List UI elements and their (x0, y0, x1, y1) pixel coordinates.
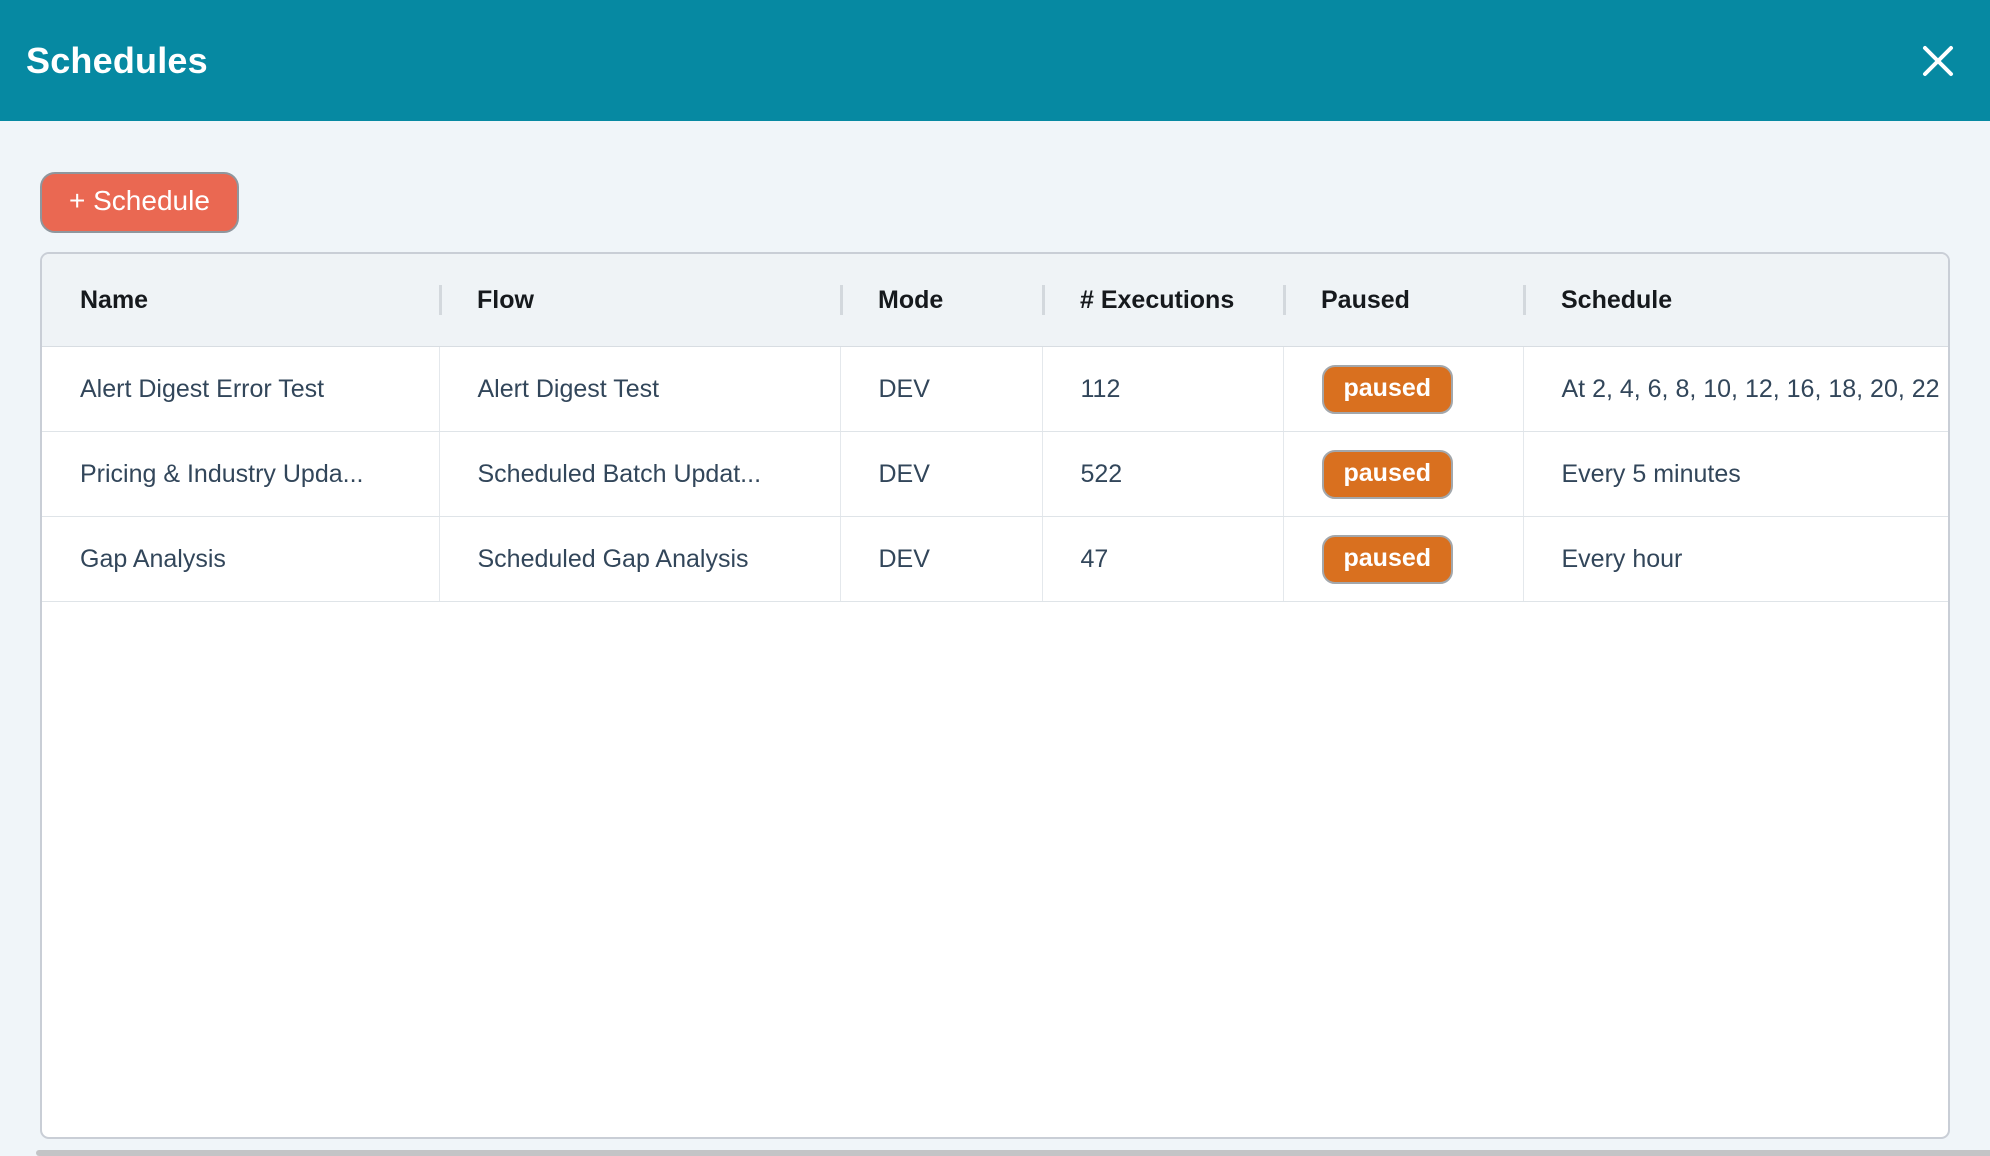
cell-executions: 522 (1042, 431, 1284, 518)
column-header-executions[interactable]: # Executions (1042, 253, 1283, 348)
paused-badge: paused (1321, 364, 1454, 415)
cell-name: Gap Analysis (42, 516, 440, 603)
cell-mode: DEV (840, 516, 1043, 603)
schedules-table-container: Name Flow Mode # Executions Paused Schedule A… (40, 251, 1950, 1139)
column-header-flow[interactable]: Flow (439, 253, 840, 348)
cell-executions: 47 (1042, 516, 1284, 603)
cell-paused: paused (1283, 346, 1524, 433)
paused-badge: paused (1321, 534, 1454, 585)
page-title: Schedules (26, 39, 208, 81)
cell-schedule: Every 5 minutes (1523, 431, 1948, 518)
cell-paused: paused (1283, 431, 1524, 518)
table-row[interactable]: Gap Analysis Scheduled Gap Analysis DEV 47 p… (42, 516, 1948, 603)
schedules-table: Name Flow Mode # Executions Paused Schedule A… (42, 253, 1948, 603)
cell-mode: DEV (840, 346, 1043, 433)
cell-name: Pricing & Industry Upda... (42, 431, 440, 518)
horizontal-scrollbar[interactable] (36, 1150, 1990, 1156)
cell-schedule: At 2, 4, 6, 8, 10, 12, 16, 18, 20, 22 (1523, 346, 1948, 433)
paused-badge: paused (1321, 449, 1454, 500)
column-header-schedule[interactable]: Schedule (1523, 253, 1948, 348)
column-header-mode[interactable]: Mode (840, 253, 1042, 348)
cell-paused: paused (1283, 516, 1524, 603)
cell-flow: Scheduled Gap Analysis (439, 516, 841, 603)
add-schedule-button[interactable]: + Schedule (40, 172, 239, 233)
table-header-row: Name Flow Mode # Executions Paused Schedule (42, 253, 1948, 348)
table-row[interactable]: Alert Digest Error Test Alert Digest Test… (42, 346, 1948, 433)
modal-body: + Schedule Name Flow Mode # Executions Pause… (0, 121, 1990, 1139)
close-button[interactable] (1916, 39, 1960, 83)
cell-flow: Alert Digest Test (439, 346, 841, 433)
close-icon (1921, 44, 1955, 78)
cell-schedule: Every hour (1523, 516, 1948, 603)
cell-executions: 112 (1042, 346, 1284, 433)
column-header-paused[interactable]: Paused (1283, 253, 1523, 348)
modal-header: Schedules (0, 0, 1990, 121)
table-body: Alert Digest Error Test Alert Digest Test… (42, 346, 1948, 603)
cell-flow: Scheduled Batch Updat... (439, 431, 841, 518)
column-header-name[interactable]: Name (42, 253, 439, 348)
cell-mode: DEV (840, 431, 1043, 518)
cell-name: Alert Digest Error Test (42, 346, 440, 433)
table-row[interactable]: Pricing & Industry Upda... Scheduled Batc… (42, 431, 1948, 518)
